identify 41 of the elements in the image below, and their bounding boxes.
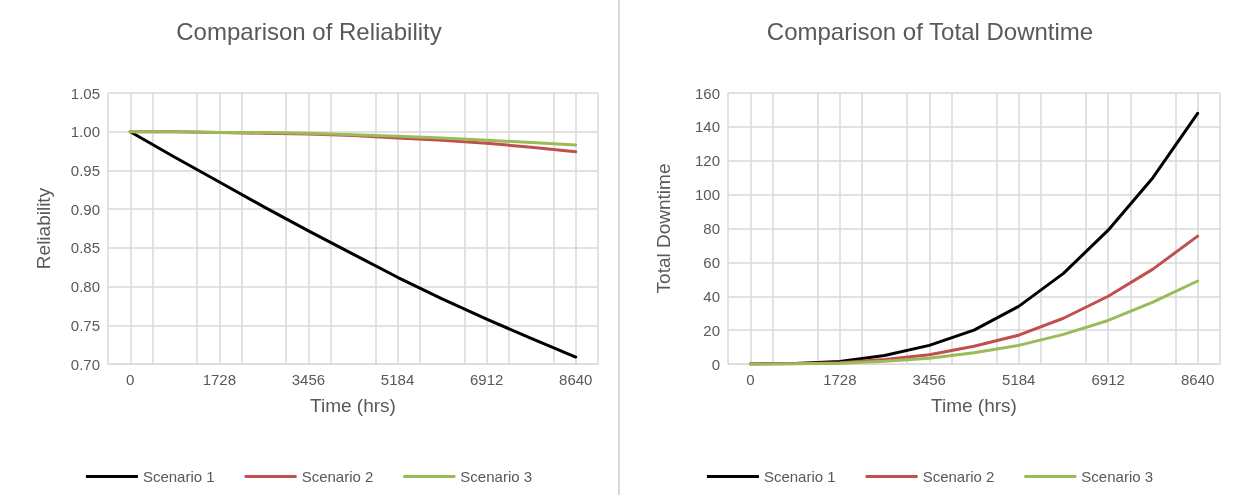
- x-tick-label: 6912: [469, 371, 504, 388]
- x-axis-title: Time (hrs): [310, 395, 396, 416]
- y-tick-label: 120: [694, 152, 720, 170]
- y-tick-label: 60: [703, 253, 720, 271]
- x-tick-label: 8640: [559, 371, 593, 388]
- x-tick-label: 0: [746, 371, 755, 388]
- x-tick-label: 3456: [912, 371, 946, 388]
- x-tick-label: 5184: [1002, 371, 1036, 388]
- y-tick-label: 1.00: [70, 123, 100, 141]
- y-tick-label: 0.70: [70, 355, 100, 373]
- y-tick-label: 0.90: [70, 200, 100, 218]
- x-tick-label: 3456: [291, 371, 326, 388]
- x-tick-label: 0: [126, 371, 135, 388]
- y-tick-label: 40: [703, 287, 720, 305]
- y-tick-label: 160: [694, 84, 720, 102]
- y-axis-title: Reliability: [33, 187, 54, 270]
- y-tick-label: 20: [703, 321, 720, 339]
- chart-title: Comparison of Reliability: [176, 17, 442, 45]
- chart-title: Comparison of Total Downtime: [766, 17, 1094, 45]
- y-tick-label: 80: [703, 220, 720, 237]
- legend-label: Scenario 1: [142, 468, 215, 485]
- x-tick-label: 1728: [202, 371, 237, 388]
- y-tick-label: 0.75: [70, 316, 100, 334]
- x-tick-label: 5184: [380, 371, 415, 388]
- y-tick-label: 0.85: [70, 239, 100, 257]
- x-tick-label: 8640: [1180, 371, 1215, 388]
- legend-label: Scenario 3: [460, 468, 533, 485]
- legend-label: Scenario 2: [922, 468, 995, 485]
- y-tick-label: 0.80: [70, 278, 100, 296]
- y-tick-label: 140: [694, 118, 720, 136]
- x-tick-label: 1728: [823, 371, 857, 388]
- y-tick-label: 0.95: [70, 161, 100, 179]
- y-tick-label: 0: [711, 355, 720, 373]
- x-axis-title: Time (hrs): [931, 395, 1017, 416]
- y-tick-label: 100: [694, 186, 720, 204]
- y-axis-title: Total Downtime: [653, 163, 674, 294]
- x-tick-label: 6912: [1091, 371, 1125, 388]
- legend-label: Scenario 3: [1081, 468, 1154, 485]
- legend-label: Scenario 1: [763, 468, 836, 485]
- y-tick-label: 1.05: [70, 84, 100, 102]
- legend-label: Scenario 2: [301, 468, 374, 485]
